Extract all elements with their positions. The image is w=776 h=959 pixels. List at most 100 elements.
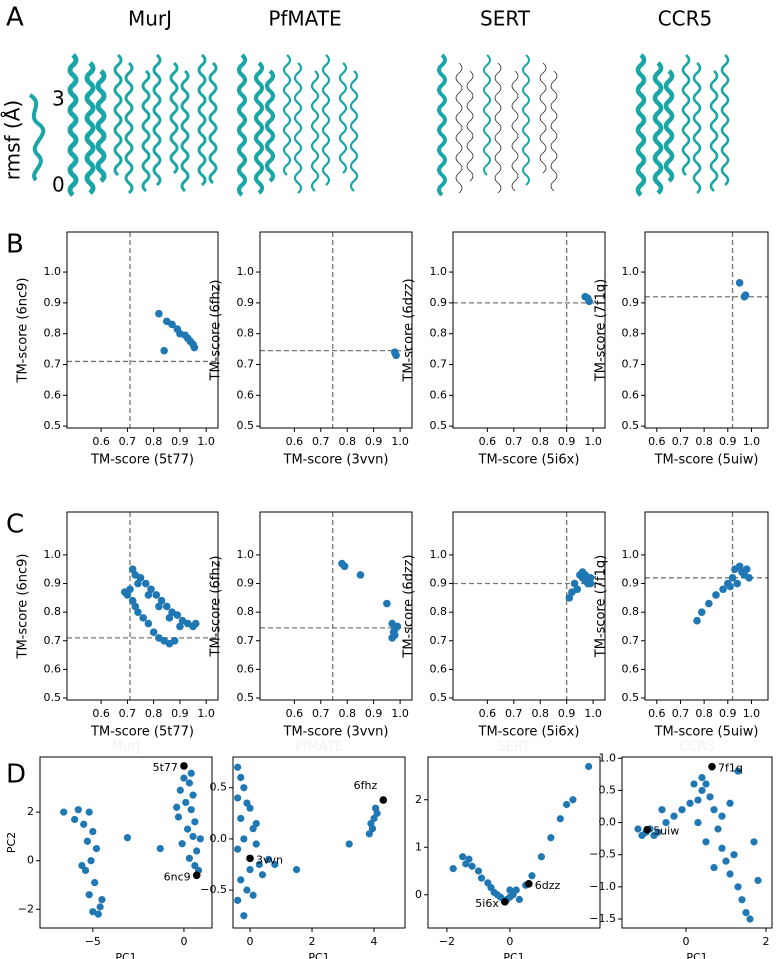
point xyxy=(698,786,706,795)
point xyxy=(237,814,245,823)
y-tick-label: 0.9 xyxy=(44,577,62,590)
colorbar-label: rmsf (Å) xyxy=(1,100,25,180)
point xyxy=(182,798,190,807)
point xyxy=(515,895,523,904)
point xyxy=(383,599,391,608)
point xyxy=(173,611,182,619)
y-tick-label: 0.8 xyxy=(622,605,640,618)
point xyxy=(87,857,95,865)
point xyxy=(586,579,595,588)
x-tick-label: 0.6 xyxy=(286,435,304,448)
helix xyxy=(95,69,107,183)
helix xyxy=(349,70,359,192)
point xyxy=(705,599,713,608)
protein-title: SERT xyxy=(480,7,531,31)
y-tick-label: 1.0 xyxy=(599,751,617,764)
point xyxy=(144,619,153,628)
point xyxy=(714,825,722,833)
point xyxy=(726,799,734,807)
point xyxy=(391,349,400,358)
point xyxy=(134,608,142,616)
point xyxy=(742,565,751,574)
reference-point xyxy=(246,854,254,863)
point xyxy=(477,874,486,882)
x-tick-label: 0.8 xyxy=(338,707,356,720)
point xyxy=(686,799,694,807)
x-tick-label: 2 xyxy=(309,935,316,948)
point xyxy=(710,806,718,814)
point xyxy=(581,571,589,579)
y-tick-label: 0.7 xyxy=(237,634,255,647)
point xyxy=(173,803,181,811)
x-axis-label: TM-score (5i6x) xyxy=(478,453,580,468)
helix xyxy=(67,53,79,197)
y-tick-label: 1.0 xyxy=(622,265,640,278)
y-tick-label: 0.7 xyxy=(622,358,640,371)
y-tick-label: 1.0 xyxy=(430,265,448,278)
x-axis-label: TM-score (5uiw) xyxy=(654,453,759,468)
y-axis-label: TM-score (7f1q) xyxy=(594,279,609,382)
helix xyxy=(692,62,702,194)
x-axis-label: PC1 xyxy=(503,951,524,959)
helix xyxy=(652,61,664,195)
plot-frame xyxy=(66,231,219,429)
y-tick-label: 0.6 xyxy=(44,388,62,401)
point xyxy=(91,878,99,887)
point xyxy=(94,910,102,918)
faint-title: SERT xyxy=(498,740,531,755)
faint-title: CCR5 xyxy=(679,740,714,755)
y-tick-label: 0.6 xyxy=(237,662,255,675)
colorbar-helix xyxy=(28,93,46,182)
point xyxy=(189,832,197,841)
x-axis-label: TM-score (5t77) xyxy=(90,453,194,468)
y-tick-label: 0.5 xyxy=(44,691,62,704)
point xyxy=(85,808,93,816)
point xyxy=(149,628,158,636)
point xyxy=(658,806,666,814)
x-tick-label: 1.0 xyxy=(743,707,761,720)
point xyxy=(237,773,245,782)
point xyxy=(678,806,686,814)
point xyxy=(83,837,91,845)
y-tick-label: 0.8 xyxy=(430,605,448,618)
y-tick-label: 1.0 xyxy=(430,548,448,561)
point xyxy=(734,767,742,775)
point xyxy=(528,872,536,880)
point xyxy=(496,893,505,901)
y-tick-label: −2 xyxy=(18,902,34,915)
point xyxy=(134,579,142,588)
y-axis-label: PC2 xyxy=(5,832,18,853)
point xyxy=(719,585,727,594)
x-tick-label: 0 xyxy=(506,935,513,948)
point xyxy=(694,796,702,804)
point xyxy=(252,819,260,828)
point xyxy=(670,812,678,820)
point xyxy=(734,883,742,891)
point xyxy=(176,786,184,794)
point xyxy=(128,565,137,574)
helix xyxy=(511,70,519,192)
x-tick-label: 1.0 xyxy=(743,435,761,448)
point xyxy=(157,596,166,605)
point xyxy=(240,784,248,792)
helix xyxy=(681,54,691,176)
x-tick-label: 0.6 xyxy=(479,707,497,720)
y-tick-label: 0.9 xyxy=(622,577,640,590)
point xyxy=(697,608,706,616)
point xyxy=(718,844,726,852)
point xyxy=(234,763,242,771)
y-axis-label: TM-score (6fhz) xyxy=(209,556,224,658)
x-tick-label: −2 xyxy=(439,935,455,948)
point xyxy=(252,840,260,848)
protein-title: CCR5 xyxy=(658,7,713,31)
point xyxy=(240,835,248,843)
helix xyxy=(282,54,292,176)
point xyxy=(234,896,242,904)
x-axis-label: TM-score (3vvn) xyxy=(283,725,389,740)
point xyxy=(98,895,106,904)
plot-frame xyxy=(259,511,413,701)
point-label: 6nc9 xyxy=(164,870,191,883)
point xyxy=(654,828,662,836)
x-tick-label: 0.8 xyxy=(145,435,163,448)
x-tick-label: 0.6 xyxy=(92,435,110,448)
